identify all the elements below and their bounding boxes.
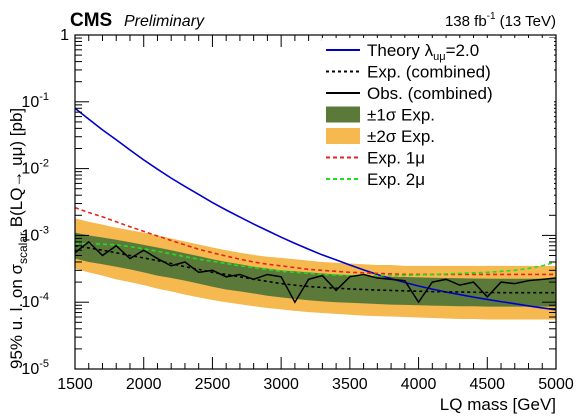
series-line-obs [75, 240, 556, 304]
legend-swatch-band1 [326, 106, 360, 123]
y-axis-label-main: 95% u. l. on σ [7, 263, 26, 369]
x-tick-label: 5000 [538, 376, 574, 393]
legend-label-exp: Exp. (combined) [367, 63, 491, 82]
cms-label: CMS [70, 10, 112, 31]
y-tick-label: 1 [60, 27, 69, 44]
x-tick-label: 2000 [126, 376, 162, 393]
y-tick-label: 10-2 [21, 158, 49, 178]
legend-label-band1: ±1σ Exp. [367, 106, 435, 125]
series-line-exp1mu [75, 206, 556, 276]
x-tick-label: 3500 [332, 376, 368, 393]
y-axis-label-sub: scalar [16, 232, 30, 264]
preliminary-label: Preliminary [124, 13, 205, 30]
legend-label-theory: Theory λuμ=2.0 [367, 41, 479, 63]
x-tick-label: 4500 [469, 376, 505, 393]
lumi-exponent: -1 [487, 11, 496, 22]
lumi-energy: (13 TeV) [500, 13, 556, 30]
y-axis-label: 95% u. l. on σscalar B(LQ→ uμ) [pb] [7, 108, 30, 369]
x-tick-label: 3000 [263, 376, 299, 393]
series-line-exp [75, 244, 556, 294]
y-axis-label-tail: B(LQ→ uμ) [pb] [7, 108, 26, 232]
legend-label-exp2mu: Exp. 2μ [367, 170, 425, 189]
legend-swatch-band2 [326, 128, 360, 144]
x-axis-label: LQ mass [GeV] [440, 395, 556, 414]
legend-label-exp1mu: Exp. 1μ [367, 149, 425, 168]
x-tick-label: 1500 [57, 376, 93, 393]
x-tick-label: 2500 [195, 376, 231, 393]
y-tick-label: 10-1 [21, 91, 49, 111]
luminosity-label: 138 fb-1 (13 TeV) [445, 11, 556, 30]
x-tick-label: 4000 [401, 376, 437, 393]
lumi-value: 138 fb [445, 13, 487, 30]
series-line-theory [75, 107, 556, 311]
plot-frame [74, 34, 557, 370]
plot-content [75, 107, 556, 320]
legend-background [322, 38, 554, 204]
y-tick-label: 10-5 [21, 358, 49, 378]
y-tick-label: 10-3 [21, 224, 49, 244]
series-line-exp2mu [75, 242, 556, 277]
axes: 1500 2000 2500 3000 3500 4000 4500 5000 10-5 10-4… [21, 27, 573, 393]
legend-label-band2: ±2σ Exp. [367, 127, 435, 146]
legend-label-obs: Obs. (combined) [367, 84, 493, 103]
y-tick-label: 10-4 [21, 291, 49, 311]
band-1sigma [75, 232, 556, 307]
